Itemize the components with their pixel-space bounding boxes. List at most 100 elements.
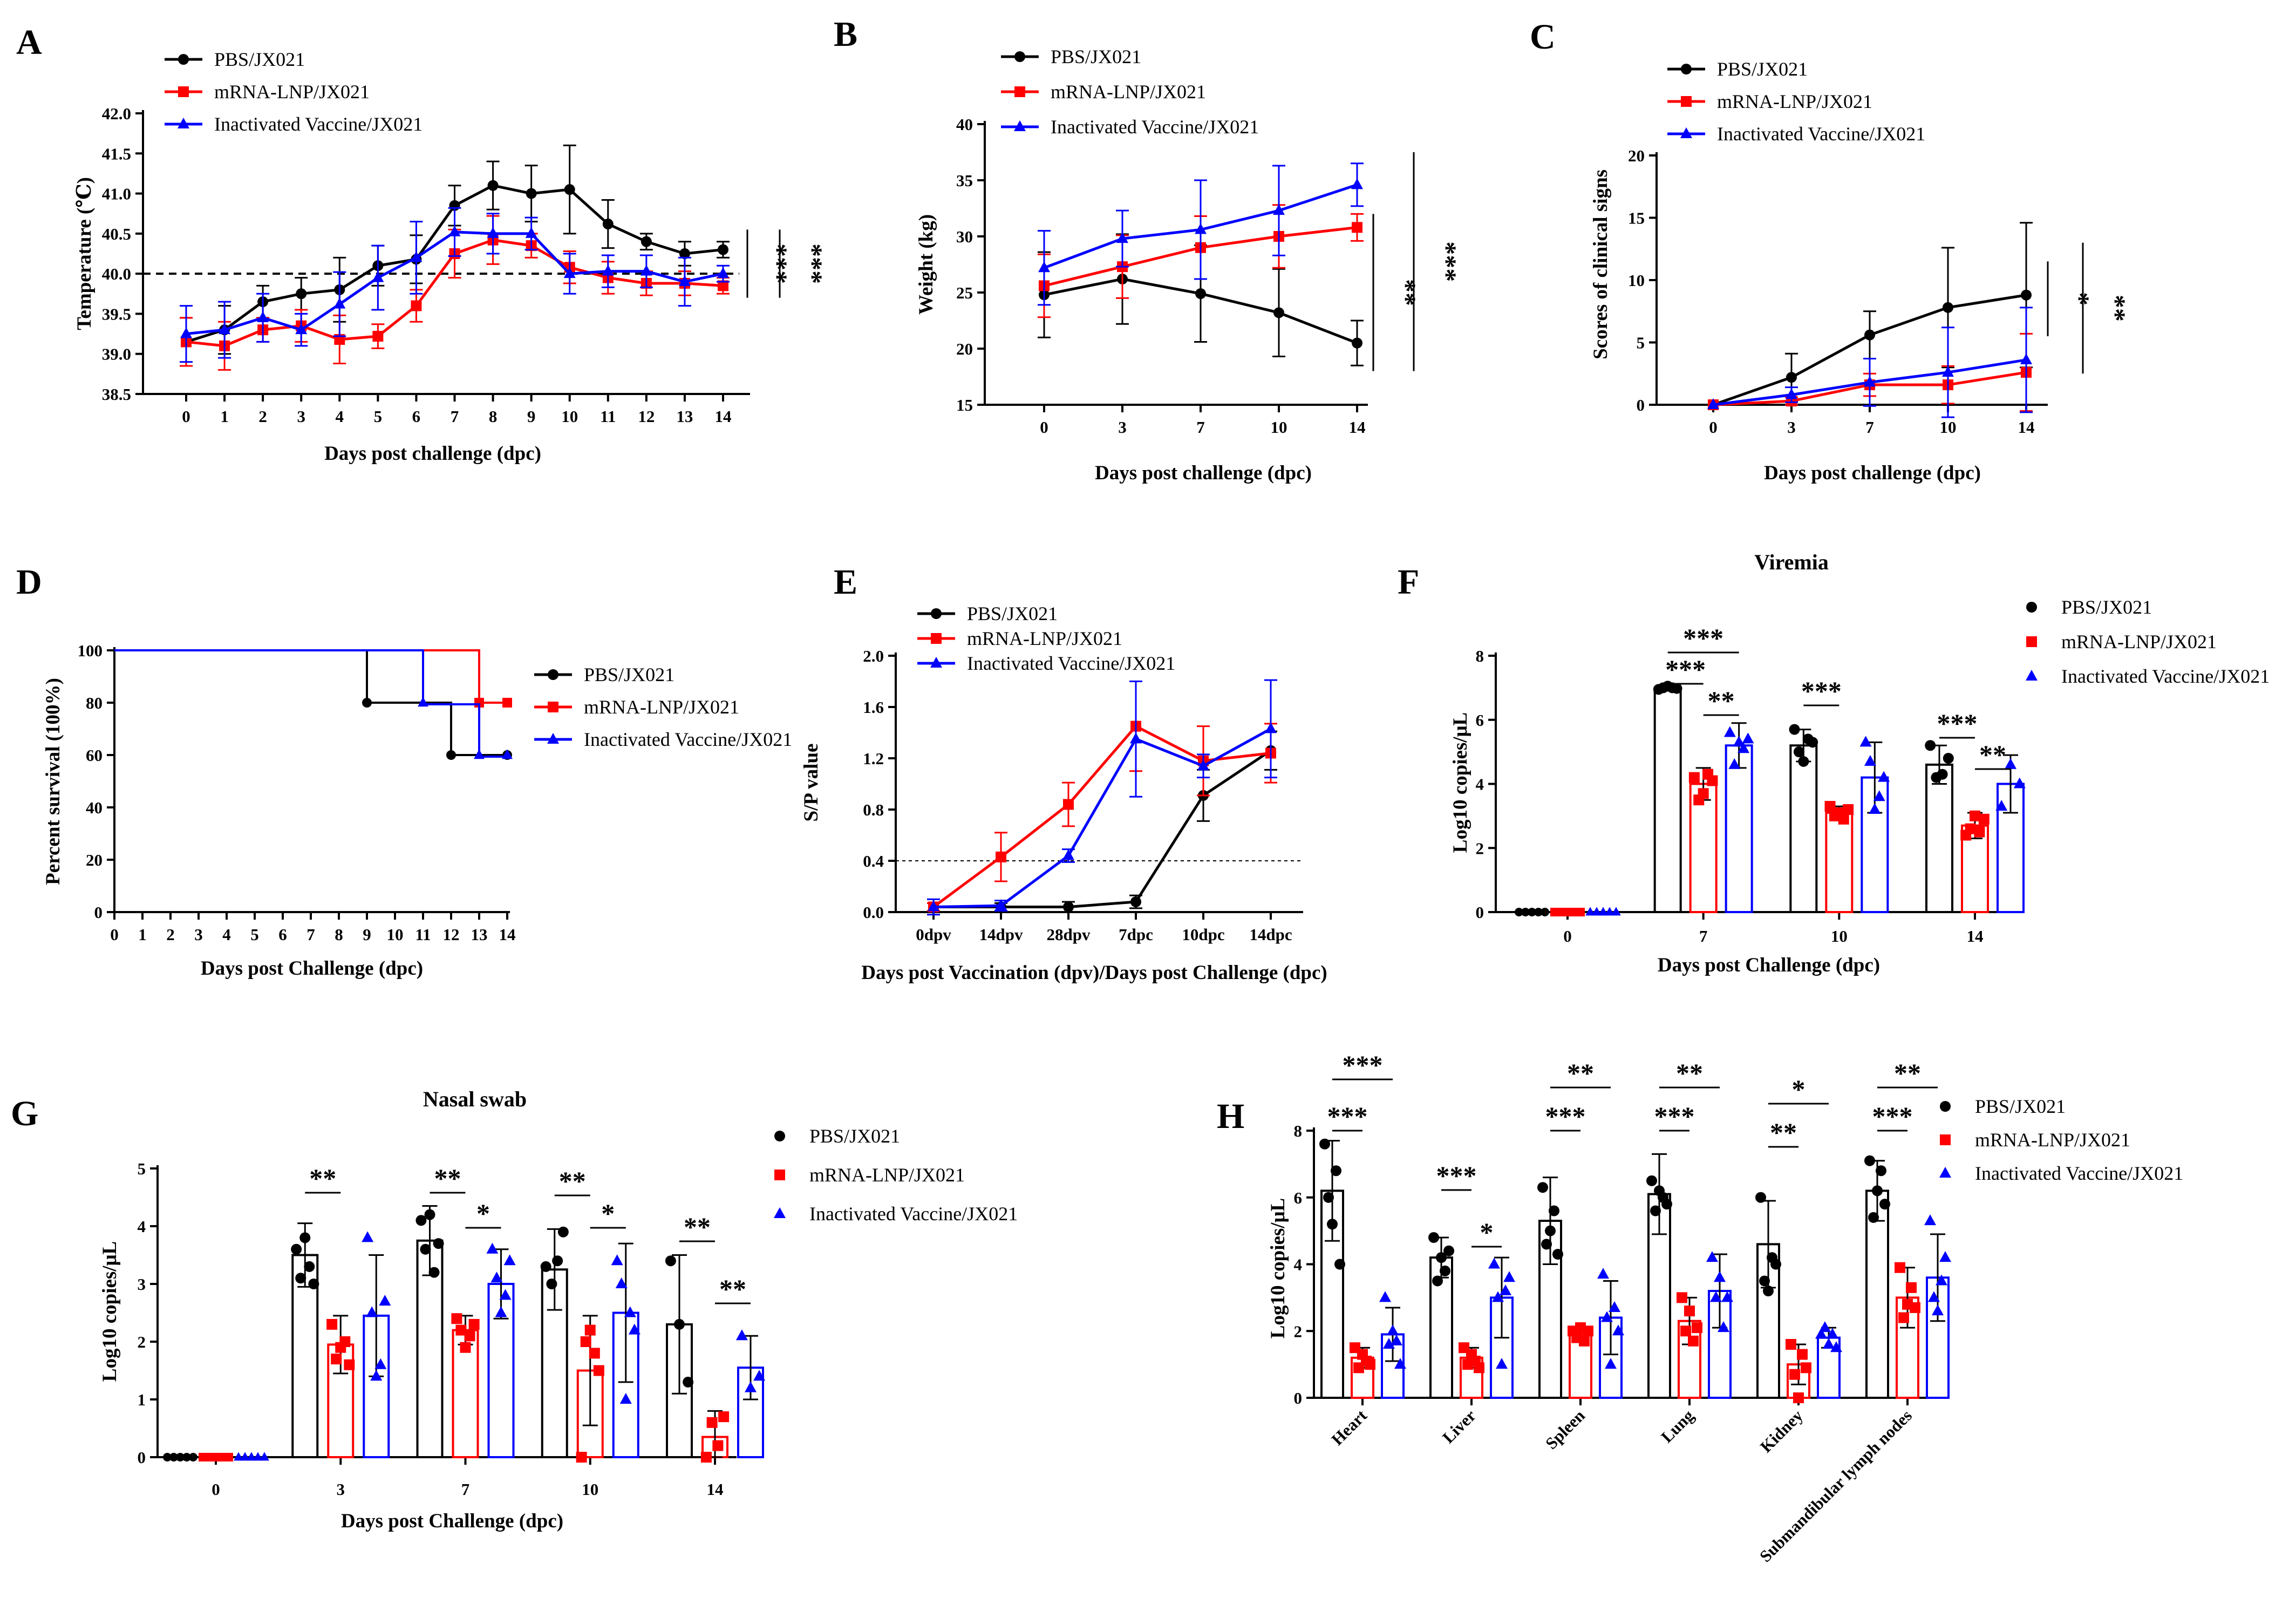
significance-bracket: *: [465, 1198, 501, 1229]
data-point: [1387, 1324, 1399, 1336]
x-tick-label: 12: [638, 407, 655, 426]
data-point: [1970, 810, 1980, 821]
chart-title: Nasal swab: [423, 1087, 527, 1111]
bar: [1925, 763, 1953, 913]
data-point: [1661, 1199, 1672, 1210]
legend-marker: [1681, 64, 1692, 74]
data-point: [1819, 1321, 1831, 1333]
series-Inactivated Vaccine/JX021: [1379, 1214, 1951, 1399]
series-PBS/JX021: [1515, 681, 1954, 916]
censor-marker: [362, 698, 372, 708]
significance-bracket: *: [1768, 1074, 1829, 1105]
y-tick-label: 20: [956, 339, 973, 358]
data-point: [1793, 746, 1804, 758]
data-point: [362, 1231, 374, 1242]
data-point: [718, 1411, 730, 1423]
data-point: [1823, 1338, 1835, 1349]
data-point: [718, 280, 728, 291]
panel-label-E: E: [834, 562, 857, 602]
chart-title: Viremia: [1754, 550, 1829, 574]
x-tick-label: 10: [1271, 418, 1287, 437]
data-point: [1130, 732, 1142, 744]
data-point: [525, 227, 537, 238]
data-point: [1319, 1138, 1330, 1150]
end-marker: [502, 749, 513, 759]
data-point: [717, 267, 729, 278]
legend-label: PBS/JX021: [214, 49, 305, 70]
legend-marker: [548, 702, 558, 712]
data-point: [1352, 337, 1362, 349]
data-point: [602, 264, 614, 276]
series-PBS/JX021: [163, 1205, 694, 1461]
data-point: [1440, 1265, 1450, 1276]
data-point: [1763, 1286, 1774, 1296]
series-line: [933, 728, 1272, 908]
data-point: [308, 1279, 319, 1289]
data-point: [487, 180, 499, 191]
x-tick-label: 4: [336, 407, 344, 426]
data-point: [503, 1254, 516, 1266]
data-point: [1684, 1306, 1695, 1317]
data-point: [718, 244, 728, 255]
legend-marker: [2026, 602, 2037, 613]
data-point: [735, 1329, 748, 1341]
data-point: [1738, 742, 1750, 753]
y-tick-label: 39.0: [102, 345, 131, 364]
y-tick-label: 42.0: [102, 104, 131, 123]
x-tick-label: 10: [387, 925, 404, 944]
bracket-label: ***: [1654, 1101, 1695, 1131]
bracket-label: **: [719, 1274, 746, 1304]
data-point: [344, 1359, 355, 1370]
y-tick-label: 40: [956, 115, 973, 134]
bracket-label: *: [601, 1198, 615, 1228]
data-point: [641, 236, 652, 247]
panel-E: 0.0 0.4 0.8 1.2 1.6 2.0 0dpv 14dpv 28dpv 7dpc 10dp…: [800, 562, 1327, 984]
data-point: [1677, 1292, 1687, 1303]
legend-label: PBS/JX021: [809, 1125, 900, 1147]
data-point: [1576, 908, 1585, 916]
legend-marker: [774, 1207, 786, 1218]
x-axis-title: Days post Vaccination (dpv)/Days post Ch…: [861, 962, 1327, 984]
y-tick-label: 0: [1637, 396, 1645, 414]
data-point: [1864, 1155, 1875, 1166]
x-tick-label: 7dpc: [1119, 925, 1153, 944]
data-point: [540, 1261, 551, 1272]
bracket-label: ***: [1872, 1101, 1913, 1131]
significance-label: **: [2101, 295, 2131, 322]
data-point: [1612, 1324, 1624, 1336]
y-tick-label: 41.5: [102, 144, 131, 163]
data-point: [1609, 1301, 1620, 1312]
data-point: [1534, 908, 1543, 916]
data-point: [410, 251, 423, 262]
data-point: [1331, 1165, 1341, 1177]
data-point: [1943, 302, 1953, 313]
bracket-label: **: [1676, 1058, 1703, 1088]
data-point: [234, 1452, 243, 1461]
x-tick-label: 1: [138, 925, 147, 944]
data-point: [678, 275, 691, 286]
x-tick-label: 14dpc: [1249, 925, 1292, 944]
bracket-label: *: [1480, 1217, 1494, 1247]
data-point: [1692, 1322, 1702, 1334]
y-tick-label: 0: [1294, 1389, 1303, 1408]
data-point: [1718, 1321, 1729, 1333]
x-tick-label: 9: [527, 407, 536, 426]
x-tick-label: 11: [415, 925, 431, 944]
series-Inactivated Vaccine/JX021: [927, 679, 1277, 916]
significance-bracket: **: [1975, 739, 2011, 770]
data-point: [1910, 1302, 1920, 1313]
y-tick-label: 10: [1628, 271, 1645, 290]
data-point: [468, 1318, 480, 1330]
y-tick-label: 0.8: [863, 800, 884, 819]
data-point: [1116, 232, 1128, 243]
data-point: [1879, 1199, 1890, 1210]
legend-label: PBS/JX021: [584, 664, 675, 685]
x-tick-label: 4: [222, 925, 231, 944]
survival-step-line: [114, 649, 507, 758]
data-point: [1869, 803, 1881, 814]
data-point: [1906, 1282, 1917, 1293]
data-point: [1611, 907, 1621, 916]
data-point: [2020, 353, 2032, 364]
significance-bracket: *: [1471, 1217, 1502, 1248]
